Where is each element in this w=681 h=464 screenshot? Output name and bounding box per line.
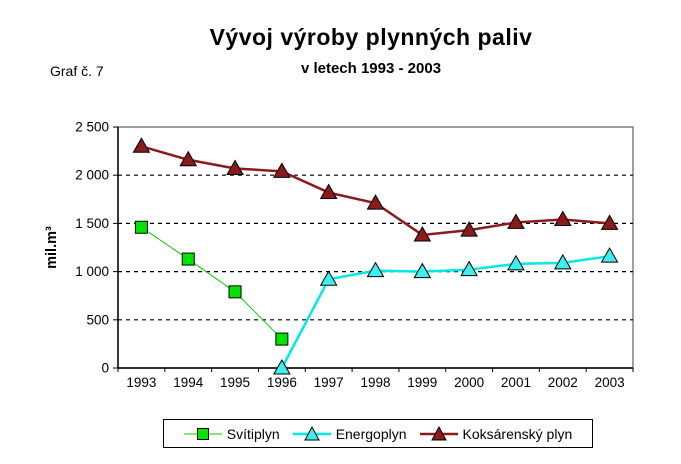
legend-marker [303, 425, 320, 440]
y-tick-label: 0 [101, 361, 109, 376]
series-line [141, 145, 610, 237]
data-point-marker [366, 194, 385, 210]
data-point-marker [181, 252, 195, 266]
data-point-marker [366, 261, 385, 278]
triangle-legend-marker-icon [292, 425, 331, 440]
data-point-marker [319, 270, 338, 286]
chart-annotation: Graf č. 7 [50, 63, 104, 79]
triangle-legend-marker-icon [419, 425, 458, 440]
y-tick-label: 500 [86, 312, 109, 327]
data-point-marker [507, 213, 525, 229]
x-tick-label: 1998 [360, 375, 390, 390]
legend-label: Koksárenský plyn [462, 425, 573, 442]
legend-marker [196, 427, 209, 440]
x-tick-label: 1994 [173, 375, 204, 390]
data-point-marker [413, 262, 432, 279]
series-sv-tiplyn [134, 220, 289, 346]
y-axis-title: mil.m³ [44, 226, 60, 269]
y-tick-label: 1 000 [75, 264, 109, 279]
data-point-marker [600, 247, 619, 263]
legend-item: Koksárenský plyn [419, 425, 573, 443]
legend-item: Svítiplyn [183, 425, 280, 443]
series-line [141, 226, 283, 340]
x-tick-label: 1999 [407, 375, 437, 390]
data-point-marker [273, 162, 291, 178]
square-legend-marker-icon [183, 427, 222, 440]
data-point-marker [553, 210, 572, 227]
x-tick-label: 2002 [548, 375, 578, 390]
x-tick-label: 1995 [220, 375, 250, 390]
data-point-marker [228, 285, 242, 299]
chart-subtitle: v letech 1993 - 2003 [300, 60, 442, 77]
chart-legend: Svítiplyn Energoplyn Koksárenský plyn [163, 419, 593, 448]
chart-title: Vývoj výroby plynných paliv [209, 24, 533, 50]
series-koks-rensk-plyn [132, 137, 619, 242]
data-point-marker [134, 220, 148, 234]
y-tick-label: 1 500 [75, 216, 109, 231]
x-tick-label: 1993 [126, 375, 156, 390]
y-tick-label: 2 500 [75, 120, 109, 135]
data-point-marker [553, 253, 572, 270]
legend-label: Svítiplyn [226, 425, 280, 442]
data-point-marker [132, 137, 151, 153]
legend-item: Energoplyn [292, 425, 407, 443]
data-point-marker [600, 214, 619, 230]
data-point-marker [460, 260, 478, 277]
data-point-marker [179, 150, 198, 167]
data-point-marker [413, 225, 432, 242]
data-point-marker [507, 254, 525, 271]
legend-marker [430, 425, 447, 440]
x-tick-label: 2003 [595, 375, 625, 390]
data-point-marker [273, 358, 291, 375]
data-point-marker [226, 159, 244, 175]
x-tick-label: 2001 [501, 375, 531, 390]
legend-label: Energoplyn [335, 425, 407, 442]
data-point-marker [460, 221, 478, 237]
x-tick-label: 1997 [314, 375, 344, 390]
x-tick-label: 1996 [267, 375, 297, 390]
chart-plot-area: 0 500 1 000 1 500 2 000 2 500 1993 1994 1995 1996… [44, 120, 634, 390]
y-tick-label: 2 000 [75, 168, 109, 183]
data-point-marker [319, 183, 338, 200]
series-line [280, 254, 610, 369]
x-tick-label: 2000 [454, 375, 484, 390]
series-energoplyn [273, 247, 619, 375]
data-point-marker [275, 332, 289, 346]
